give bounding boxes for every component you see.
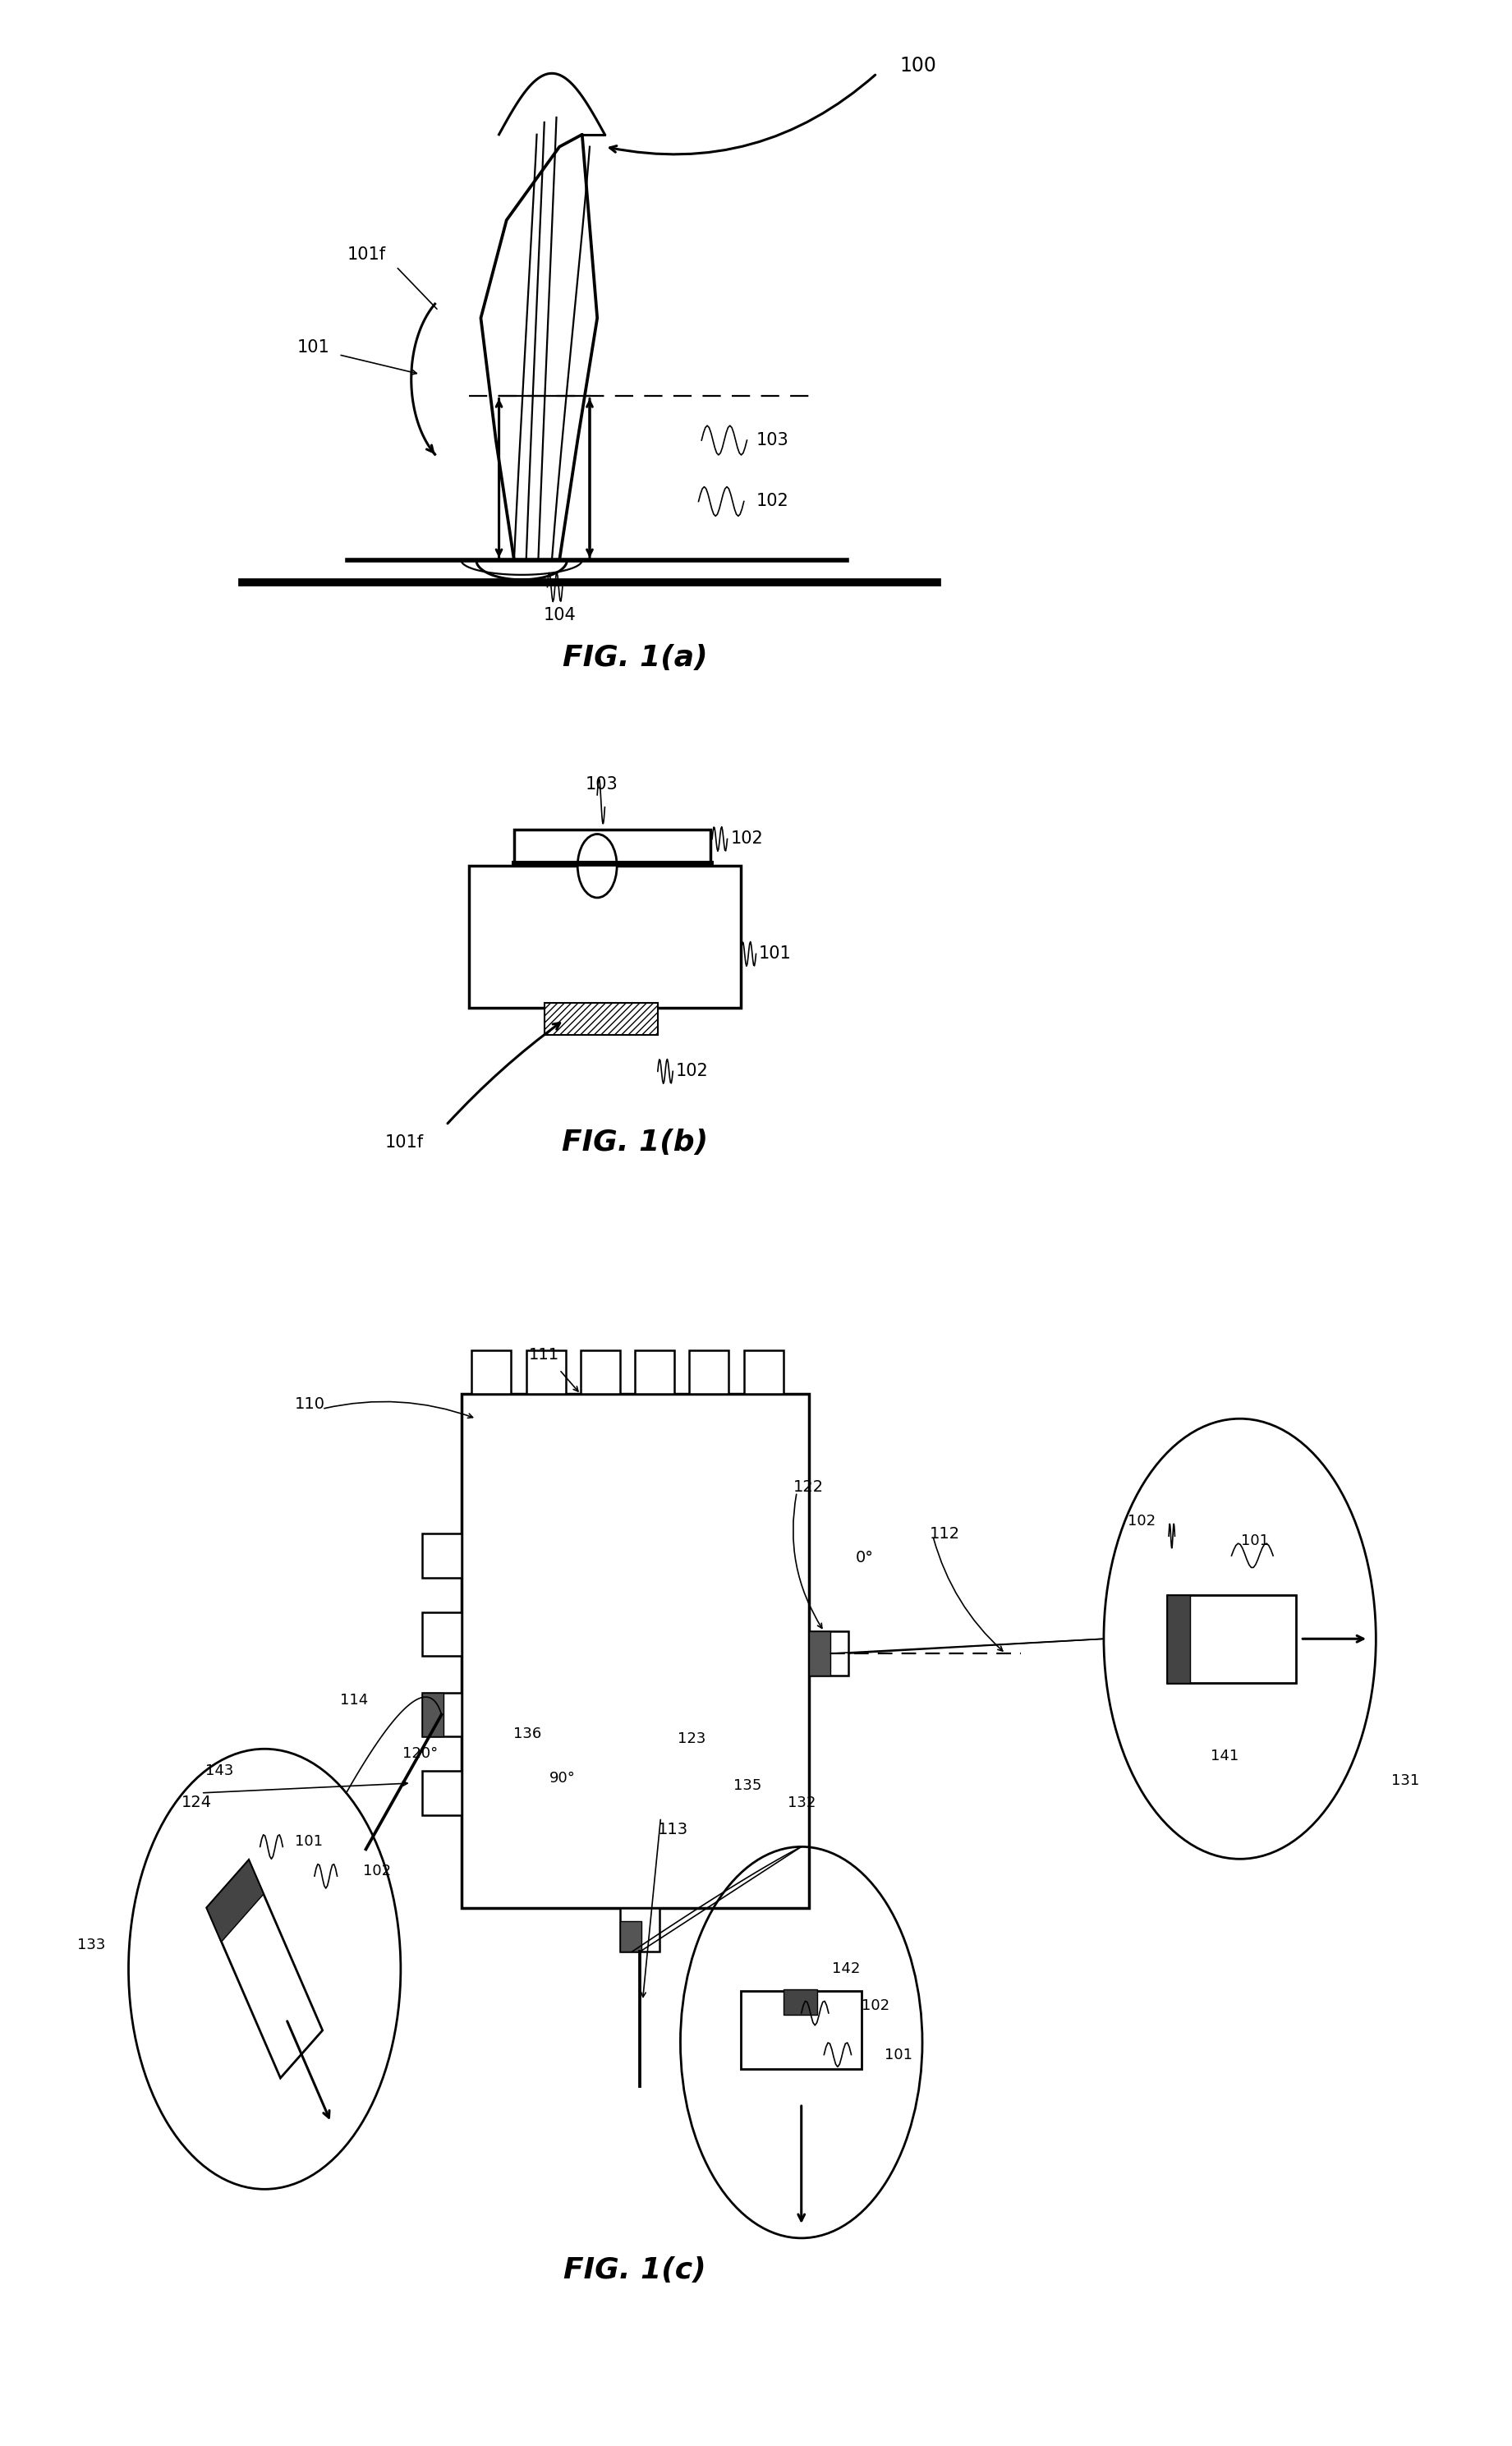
Text: 104: 104: [543, 607, 576, 624]
Text: 114: 114: [340, 1693, 369, 1707]
Text: 102: 102: [730, 832, 764, 846]
Bar: [469, 866, 741, 1008]
Polygon shape: [207, 1859, 322, 2079]
Bar: [1167, 1595, 1190, 1683]
Bar: [744, 1350, 783, 1394]
Bar: [461, 1394, 809, 1908]
Text: FIG. 1(b): FIG. 1(b): [562, 1128, 708, 1157]
Text: 123: 123: [677, 1732, 706, 1746]
Text: 120°: 120°: [402, 1746, 438, 1761]
Bar: [741, 1991, 862, 2069]
Text: 101: 101: [295, 1834, 322, 1849]
Text: 122: 122: [794, 1480, 824, 1495]
Text: FIG. 1(c): FIG. 1(c): [564, 2255, 706, 2285]
Text: 103: 103: [756, 433, 789, 448]
Text: 101: 101: [885, 2047, 912, 2062]
Bar: [1167, 1595, 1296, 1683]
Text: 101: 101: [296, 340, 330, 355]
Text: 103: 103: [585, 775, 618, 793]
Text: 102: 102: [1128, 1514, 1155, 1529]
Text: 143: 143: [206, 1764, 233, 1778]
Bar: [635, 1350, 674, 1394]
Text: 142: 142: [832, 1962, 860, 1976]
Polygon shape: [207, 1859, 263, 1942]
Text: 101f: 101f: [384, 1135, 423, 1150]
Text: 113: 113: [658, 1822, 688, 1837]
Text: 124: 124: [181, 1795, 212, 1810]
Bar: [783, 1989, 816, 2016]
Text: 141: 141: [1211, 1749, 1238, 1764]
Text: 90°: 90°: [549, 1771, 576, 1786]
Text: 111: 111: [529, 1348, 559, 1362]
Text: 133: 133: [77, 1937, 106, 1952]
Text: 101f: 101f: [346, 247, 386, 262]
Text: FIG. 1(a): FIG. 1(a): [562, 643, 708, 673]
Bar: [422, 1612, 461, 1656]
Text: 110: 110: [295, 1397, 325, 1411]
Bar: [809, 1631, 848, 1676]
Text: 135: 135: [733, 1778, 762, 1793]
Bar: [472, 1350, 511, 1394]
Bar: [526, 1350, 565, 1394]
Text: 101: 101: [1241, 1534, 1269, 1548]
Text: 132: 132: [788, 1795, 815, 1810]
Text: 136: 136: [513, 1727, 541, 1742]
Bar: [422, 1534, 461, 1578]
Circle shape: [578, 834, 617, 898]
Text: 101: 101: [759, 947, 792, 961]
Bar: [422, 1771, 461, 1815]
Bar: [544, 1003, 658, 1035]
Bar: [620, 1908, 659, 1952]
Bar: [689, 1350, 729, 1394]
Text: 112: 112: [930, 1526, 960, 1541]
Text: 102: 102: [363, 1864, 392, 1879]
FancyBboxPatch shape: [514, 829, 711, 863]
Text: 102: 102: [756, 494, 789, 509]
Bar: [809, 1631, 830, 1676]
Bar: [620, 1920, 641, 1952]
Text: 131: 131: [1391, 1773, 1420, 1788]
Text: 0°: 0°: [856, 1551, 874, 1565]
Text: 102: 102: [676, 1064, 709, 1079]
Bar: [422, 1693, 443, 1737]
Text: 100: 100: [900, 56, 936, 76]
Bar: [422, 1693, 461, 1737]
Text: 102: 102: [862, 1998, 891, 2013]
Bar: [581, 1350, 620, 1394]
